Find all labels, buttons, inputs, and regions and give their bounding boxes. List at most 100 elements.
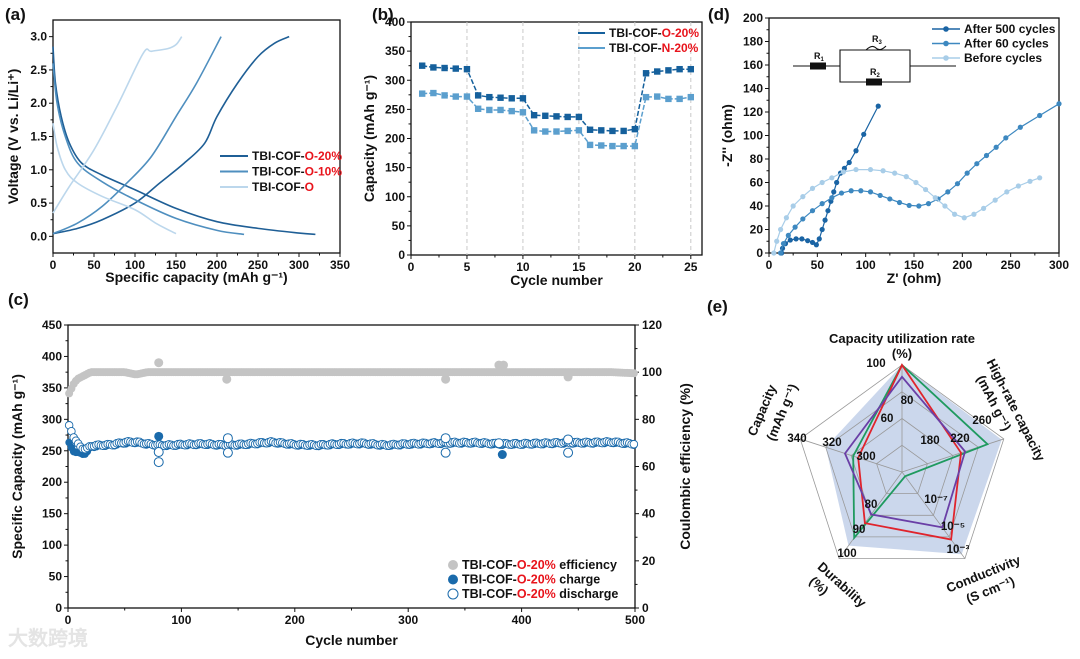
- y-tick-label: 60: [750, 176, 764, 190]
- charge-curve: [52, 35, 290, 235]
- x-tick-label: 300: [398, 613, 418, 627]
- data-point: [809, 208, 816, 214]
- x-tick-label: 0: [408, 260, 415, 274]
- y-axis-label: Specific Capacity (mAh g⁻¹): [9, 374, 25, 559]
- discharge-curve: [52, 46, 316, 236]
- y-tick-label: 40: [750, 199, 764, 213]
- data-point: [993, 144, 999, 150]
- panel-d-eis: (d) 0 50 100 150 200 250 300 0 20 40 60 80 100 120 140 1…: [708, 5, 1069, 286]
- data-point: [665, 95, 672, 103]
- x-tick-label: 50: [811, 258, 825, 272]
- outlier-point: [222, 447, 233, 458]
- radar-tick-label: 60: [881, 413, 894, 425]
- data-point: [880, 168, 886, 174]
- discharge-curve: [52, 63, 245, 236]
- data-point: [774, 238, 780, 244]
- legend-marker: [943, 40, 949, 47]
- data-point: [452, 65, 459, 72]
- data-point: [831, 189, 837, 195]
- radar-tick-label: 220: [950, 433, 969, 445]
- discharge-curve: [52, 123, 177, 235]
- radar-tick-label: 100: [866, 358, 885, 370]
- legend-suffix: discharge: [556, 587, 619, 601]
- x-tick-label: 400: [512, 613, 532, 627]
- data-point: [1056, 101, 1062, 107]
- y-tick-label: 100: [385, 190, 405, 204]
- y-tick-label: 200: [743, 11, 763, 25]
- data-point: [834, 179, 840, 186]
- data-point: [838, 190, 845, 196]
- x-tick-label: 0: [50, 258, 57, 272]
- outlier-point: [153, 447, 164, 458]
- legend-prefix: TBI-COF-: [252, 180, 305, 194]
- y-tick-label: 50: [49, 570, 63, 584]
- data-point: [1004, 189, 1010, 195]
- y-tick-label: 0: [55, 601, 62, 615]
- data-point: [858, 188, 864, 194]
- series-line: [422, 92, 691, 147]
- y-right-tick-label: 0: [642, 601, 649, 615]
- x-axis-label: Cycle number: [305, 632, 398, 648]
- x-tick-label: 15: [572, 260, 586, 274]
- panel-label: (a): [5, 5, 26, 24]
- outlier-point: [154, 358, 164, 368]
- data-point: [1027, 178, 1033, 184]
- legend-prefix: TBI-COF-: [252, 149, 305, 163]
- y-tick-label: 2.5: [30, 63, 47, 77]
- radar-tick-label: 90: [853, 524, 866, 536]
- legend-prefix: TBI-COF-: [462, 573, 517, 587]
- data-point: [1015, 183, 1022, 189]
- legend-highlight: O: [305, 180, 314, 194]
- x-axis-label: Specific capacity (mAh g⁻¹): [105, 269, 287, 285]
- data-point: [609, 127, 616, 135]
- data-point: [778, 226, 784, 233]
- y-tick-label: 3.0: [30, 30, 47, 44]
- data-point: [942, 203, 948, 209]
- data-point: [687, 93, 695, 101]
- outlier-point: [498, 360, 508, 370]
- y-right-tick-label: 100: [642, 365, 662, 379]
- data-point: [785, 232, 791, 238]
- y-tick-label: 0: [398, 248, 405, 262]
- radar-tick-label: 80: [865, 499, 878, 511]
- legend-entry: TBI-COF-O: [252, 180, 314, 194]
- y-tick-label: 80: [750, 152, 764, 166]
- legend-label: After 500 cycles: [964, 22, 1056, 36]
- outlier-point: [493, 438, 504, 449]
- data-point: [598, 127, 605, 134]
- data-point: [418, 62, 426, 69]
- y-axis-label: Capacity (mAh g⁻¹): [361, 75, 377, 202]
- legend-prefix: TBI-COF-: [252, 165, 305, 179]
- data-point: [441, 64, 448, 72]
- data-point: [805, 238, 811, 244]
- panel-label: (e): [707, 297, 728, 316]
- legend-highlight: O-10%: [305, 165, 343, 179]
- x-tick-label: 0: [766, 258, 773, 272]
- legend-marker: [943, 55, 949, 61]
- radar-grid-ring: [825, 391, 979, 538]
- radar-tick-label: 10⁻³: [947, 544, 970, 556]
- data-point: [848, 188, 854, 194]
- x-tick-label: 150: [166, 258, 186, 272]
- legend-highlight: O-20%: [517, 587, 556, 601]
- data-point: [441, 92, 448, 99]
- data-point: [508, 95, 515, 102]
- y-tick-label: 50: [392, 219, 406, 233]
- radar-tick-label: 320: [822, 437, 841, 449]
- watermark: 大数跨境: [8, 626, 88, 650]
- y-right-tick-label: 120: [642, 318, 662, 332]
- outlier-point: [222, 433, 233, 444]
- panel-label: (b): [372, 5, 394, 24]
- data-point: [974, 161, 980, 167]
- outlier-point: [154, 431, 164, 441]
- x-tick-label: 500: [625, 613, 645, 627]
- radar-axis: [901, 471, 966, 559]
- data-point: [925, 201, 932, 207]
- data-point: [923, 186, 929, 193]
- data-point: [829, 175, 835, 181]
- y-tick-label: 450: [42, 318, 62, 332]
- legend-suffix: charge: [556, 573, 601, 587]
- data-point: [620, 127, 627, 135]
- data-point: [896, 199, 903, 206]
